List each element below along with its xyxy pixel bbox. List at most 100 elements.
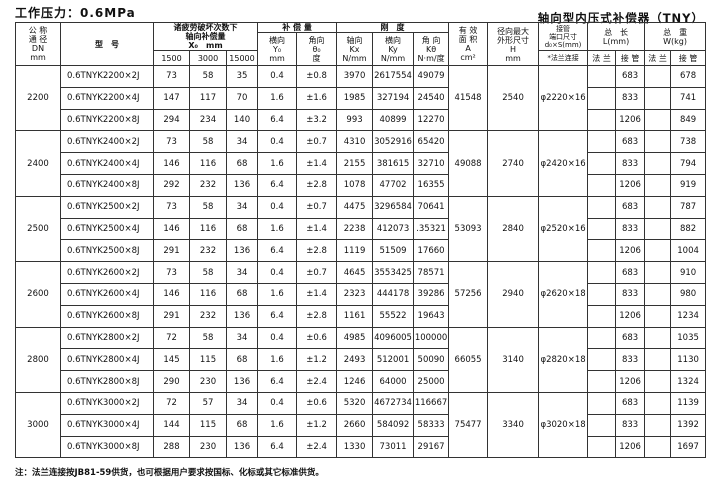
theta-cell: ±2.4 [296,435,338,459]
length-flange-cell [587,391,617,415]
header-weight-flange: 法 兰 [644,50,672,66]
ky-cell: 4096005 [372,326,415,350]
y-cell: 6.4 [257,304,298,328]
h-cell: 3340 [487,391,540,459]
kt-cell: 116667 [413,391,450,415]
dn-cell: 2400 [15,130,61,197]
theta-cell: ±2.8 [296,304,338,328]
weight-flange-cell [644,391,672,415]
kt-cell: 58333 [413,413,450,437]
theta-cell: ±0.7 [296,261,338,284]
x-3000-cell: 57 [189,391,227,415]
area-cell: 75477 [448,391,489,459]
x-3000-cell: 116 [189,217,227,241]
length-tube-cell: 1206 [615,239,646,263]
dn-cell: 2500 [15,195,61,263]
y-cell: 1.6 [257,217,298,241]
table-row: 0.6TNYK2800×8J 290 230 136 6.4 ±2.4 1246 64000 2… [16,370,707,393]
x-1500-cell: 73 [153,65,190,88]
length-tube-cell: 833 [615,152,646,175]
length-flange-cell [587,413,617,437]
weight-tube-cell: 980 [670,282,707,306]
length-flange-cell [587,65,617,88]
theta-cell: ±2.4 [296,370,338,393]
theta-cell: ±0.6 [296,326,338,350]
weight-flange-cell [644,370,672,393]
theta-cell: ±1.2 [296,413,338,437]
y-cell: 0.4 [257,195,298,219]
kx-cell: 2323 [336,282,374,306]
x-15000-cell: 70 [225,86,259,110]
weight-flange-cell [644,326,672,350]
kt-cell: 70641 [413,195,450,219]
ky-cell: 3296584 [372,195,415,219]
table-row: 0.6TNYK2400×8J 292 232 136 6.4 ±2.8 1078 47702 1… [16,173,707,197]
weight-flange-cell [644,86,672,110]
x-15000-cell: 136 [225,370,259,393]
area-cell: 53093 [448,195,489,263]
table-row: 0.6TNYK2600×8J 291 232 136 6.4 ±2.8 1161 55522 1… [16,304,707,328]
kt-cell: 32710 [413,152,450,175]
kx-cell: 1985 [336,86,374,110]
weight-flange-cell [644,348,672,372]
y-cell: 6.4 [257,239,298,263]
y-cell: 0.4 [257,326,298,350]
x-1500-cell: 73 [153,261,190,284]
header-pipe: 接管 端口尺寸 d₀×S(mm) [538,22,589,51]
x-3000-cell: 234 [189,108,227,132]
x-1500-cell: 73 [153,130,190,154]
ky-cell: 40899 [372,108,415,132]
y-cell: 1.6 [257,152,298,175]
x-15000-cell: 34 [225,195,259,219]
length-tube-cell: 1206 [615,370,646,393]
header-kx: 轴向 Kx N/mm [336,32,374,66]
weight-tube-cell: 849 [670,108,707,132]
x-3000-cell: 116 [189,152,227,175]
kx-cell: 1078 [336,173,374,197]
table-row: 3000 0.6TNYK3000×2J 72 57 34 0.4 ±0.6 5320 46727… [15,391,707,459]
table-row: 2800 0.6TNYK2800×2J 72 58 34 0.4 ±0.6 4985 40960… [15,326,707,393]
weight-tube-cell: 678 [670,65,707,88]
area-cell: 49088 [448,130,489,197]
h-cell: 2840 [487,195,540,263]
model-cell: 0.6TNYK2600×8J [60,304,154,328]
length-flange-cell [587,86,617,110]
dn-cell: 2200 [15,64,61,132]
pipe-cell: φ2620×18 [538,261,589,328]
length-tube-cell: 683 [615,326,646,350]
table-row: 2500 0.6TNYK2500×2J 73 58 34 0.4 ±0.7 4475 32965… [15,195,707,263]
pressure-title: 工作压力：0.6MPa [15,6,136,20]
weight-tube-cell: 882 [670,217,707,241]
kt-cell: 12270 [413,108,450,132]
footnote: 注：法兰连接按JB81-59供货，也可根据用户要求按国标、化标或其它标准供货。 [15,468,324,478]
x-15000-cell: 68 [225,413,259,437]
weight-flange-cell [644,304,672,328]
x-1500-cell: 146 [153,217,190,241]
header-model: 型 号 [60,22,154,66]
ky-cell: 512001 [372,348,415,372]
ky-cell: 327194 [372,86,415,110]
ky-cell: 444178 [372,282,415,306]
y-cell: 0.4 [257,391,298,415]
x-1500-cell: 146 [153,152,190,175]
y-cell: 6.4 [257,370,298,393]
length-tube-cell: 1206 [615,108,646,132]
header-weight-tube: 接 管 [670,50,707,66]
x-15000-cell: 68 [225,282,259,306]
length-tube-cell: 683 [615,130,646,154]
theta-cell: ±0.7 [296,195,338,219]
x-1500-cell: 144 [153,413,190,437]
pipe-cell: φ2420×16 [538,130,589,197]
kx-cell: 1119 [336,239,374,263]
x-1500-cell: 288 [153,435,190,459]
weight-tube-cell: 1035 [670,326,707,350]
area-cell: 57256 [448,261,489,328]
x-3000-cell: 230 [189,435,227,459]
length-flange-cell [587,304,617,328]
table-row: 0.6TNYK2600×4J 146 116 68 1.6 ±1.4 2323 444178 3… [16,282,707,306]
weight-tube-cell: 1004 [670,239,707,263]
length-tube-cell: 1206 [615,435,646,459]
header-length: 总 长 L(mm) [587,22,646,51]
length-flange-cell [587,282,617,306]
x-1500-cell: 294 [153,108,190,132]
